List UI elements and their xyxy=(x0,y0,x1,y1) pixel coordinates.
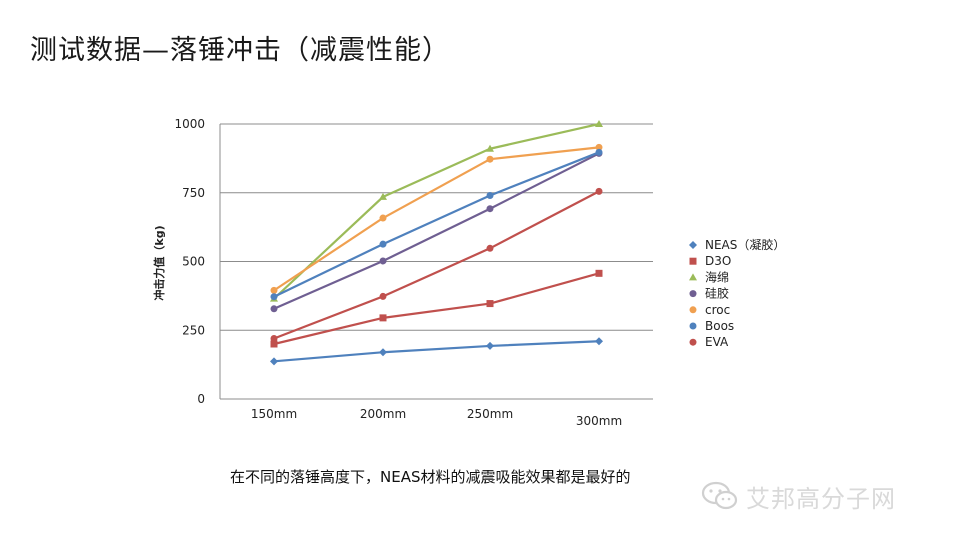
legend-item: Boos xyxy=(689,319,734,333)
legend-item: NEAS（凝胶） xyxy=(689,237,785,252)
legend-label: 硅胶 xyxy=(705,286,729,301)
chart-gridlines xyxy=(220,123,653,331)
series-EVA xyxy=(270,187,603,342)
data-point xyxy=(486,192,494,199)
chart-caption: 在不同的落锤高度下，NEAS材料的减震吸能效果都是最好的 xyxy=(230,468,631,486)
y-tick-label: 1000 xyxy=(174,117,205,131)
y-axis-label: 冲击力值（kg) xyxy=(152,225,166,300)
watermark: 艾邦高分子网 xyxy=(700,476,940,516)
data-point xyxy=(270,286,278,294)
legend-item: EVA xyxy=(689,335,729,349)
data-point xyxy=(379,192,387,200)
legend-label: croc xyxy=(705,303,730,317)
series-line xyxy=(273,146,600,292)
data-point xyxy=(595,269,603,277)
slide-title: 测试数据—落锤冲击（减震性能） xyxy=(30,35,450,66)
data-point xyxy=(270,293,278,301)
data-point xyxy=(379,240,387,248)
series-硅胶 xyxy=(270,149,603,313)
series-croc xyxy=(270,143,603,294)
series-line xyxy=(273,190,600,340)
legend-marker xyxy=(689,290,697,298)
legend-marker xyxy=(689,306,697,314)
data-point xyxy=(270,305,278,313)
series-line xyxy=(273,272,600,346)
legend-marker xyxy=(689,338,697,346)
legend-label: 海绵 xyxy=(705,269,729,284)
x-tick-label: 150mm xyxy=(251,407,297,421)
data-point xyxy=(270,335,278,342)
data-point xyxy=(595,187,603,195)
series-Boos xyxy=(270,148,603,301)
data-point xyxy=(595,337,603,346)
data-point xyxy=(379,257,387,265)
data-point xyxy=(270,357,278,366)
legend-marker xyxy=(689,241,697,249)
data-point xyxy=(379,292,387,300)
y-tick-label: 0 xyxy=(197,392,205,406)
legend-item: D3O xyxy=(689,254,731,268)
data-point xyxy=(486,341,494,350)
y-tick-label: 500 xyxy=(182,255,205,269)
watermark-text: 艾邦高分子网 xyxy=(746,484,896,513)
data-point xyxy=(486,155,494,163)
legend-label: NEAS（凝胶） xyxy=(705,237,785,252)
chart-tick-labels: 0 250 500 750 1000 150mm 200mm 250mm 300mm xyxy=(174,117,622,428)
x-tick-label: 200mm xyxy=(360,407,406,421)
series-line xyxy=(273,340,600,363)
data-point xyxy=(270,340,278,348)
legend-marker xyxy=(689,273,697,281)
legend-item: croc xyxy=(689,303,730,317)
series-D3O xyxy=(270,269,603,348)
legend-item: 海绵 xyxy=(689,269,729,284)
series-line xyxy=(273,151,600,298)
data-point xyxy=(379,314,387,322)
data-point xyxy=(595,148,603,156)
y-tick-label: 250 xyxy=(182,323,205,337)
data-point xyxy=(595,120,603,127)
series-海绵 xyxy=(270,120,603,302)
wechat-icon xyxy=(701,481,738,510)
legend-overlay-patch xyxy=(735,262,767,354)
legend-item: 硅胶 xyxy=(689,286,729,301)
series-line xyxy=(273,122,600,300)
series-NEAS（凝胶） xyxy=(270,337,603,366)
series-line xyxy=(273,152,600,310)
data-point xyxy=(486,300,494,308)
x-tick-label: 300mm xyxy=(576,414,622,428)
legend-label: EVA xyxy=(705,335,729,349)
legend-label: Boos xyxy=(705,319,734,333)
data-point xyxy=(486,205,494,213)
legend-marker xyxy=(689,257,697,265)
data-point xyxy=(379,348,387,357)
data-point xyxy=(486,244,494,252)
chart-series xyxy=(270,120,603,366)
chart-axes xyxy=(219,124,653,400)
data-point xyxy=(379,214,387,222)
legend-label: D3O xyxy=(705,254,731,268)
legend-marker xyxy=(689,322,697,330)
data-point xyxy=(595,143,603,151)
y-tick-label: 750 xyxy=(182,186,205,200)
x-tick-label: 250mm xyxy=(467,407,513,421)
data-point xyxy=(486,144,494,152)
